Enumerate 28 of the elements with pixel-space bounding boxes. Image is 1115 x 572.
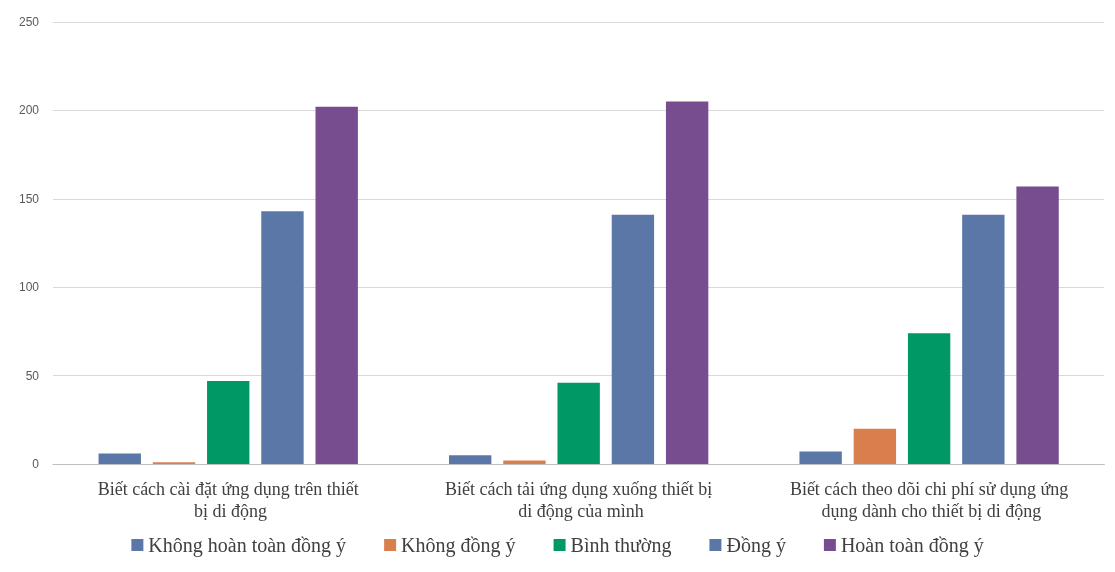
bar — [98, 453, 141, 464]
legend-label: Đồng ý — [726, 534, 786, 557]
bar — [962, 214, 1005, 464]
bar — [261, 211, 304, 464]
bar — [557, 382, 600, 464]
bar — [1016, 186, 1059, 464]
bar — [207, 380, 250, 464]
bar — [853, 428, 897, 464]
bar — [503, 460, 546, 464]
y-tick-label: 150 — [18, 191, 40, 206]
bar — [315, 106, 358, 464]
y-tick-label: 100 — [18, 280, 40, 295]
y-tick-label: 50 — [25, 368, 40, 383]
bar — [611, 214, 655, 464]
bar — [907, 333, 951, 464]
bar — [449, 455, 492, 464]
x-tick-label: Biết cách theo dõi chi phí sử dụng ứng dụng dành cho thiết bị di động — [789, 479, 1069, 521]
legend-label: Không đồng ý — [401, 534, 516, 557]
y-tick-label: 200 — [18, 103, 40, 118]
x-tick-label: Biết cách tải ứng dụng xuống thiết bị di động của mình — [445, 479, 713, 521]
y-tick-label: 0 — [32, 457, 40, 471]
bar — [799, 451, 842, 464]
y-tick-label: 250 — [18, 15, 40, 29]
x-tick-label: Biết cách cài đặt ứng dụng trên thiết bị di động — [97, 479, 359, 521]
legend-label: Không hoàn toàn đồng ý — [148, 534, 347, 557]
legend-label: Hoàn toàn đồng ý — [840, 534, 984, 557]
bar — [665, 101, 709, 464]
legend-label: Bình thường — [570, 534, 672, 557]
